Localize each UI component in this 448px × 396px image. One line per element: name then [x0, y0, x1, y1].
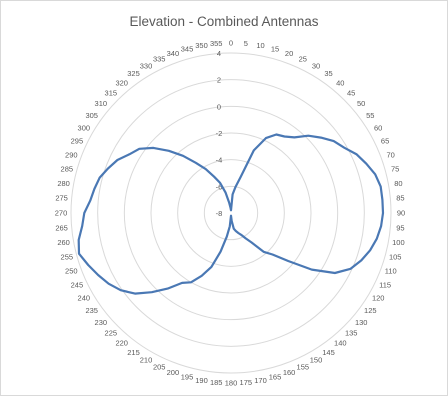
angle-tick-label: 80 [394, 179, 402, 188]
angle-tick-label: 125 [364, 306, 377, 315]
angle-tick-label: 70 [387, 150, 395, 159]
grid-ring [123, 105, 339, 321]
angle-tick-label: 330 [140, 61, 153, 70]
angle-tick-label: 120 [372, 294, 385, 303]
angle-tick-label: 290 [65, 150, 78, 159]
chart-title: Elevation - Combined Antennas [129, 14, 319, 29]
angle-tick-label: 255 [61, 253, 74, 262]
angle-tick-label: 210 [140, 356, 153, 365]
angle-tick-label: 260 [57, 238, 70, 247]
angle-tick-label: 110 [385, 267, 397, 276]
angle-tick-label: 340 [167, 49, 180, 58]
angle-tick-label: 95 [396, 223, 404, 232]
radial-tick-label: 4 [217, 49, 221, 58]
angle-tick-label: 160 [283, 368, 296, 377]
grid-rings [70, 52, 392, 374]
radial-tick-label: -4 [216, 156, 223, 165]
angle-tick-label: 50 [357, 99, 365, 108]
grid-ring [177, 159, 285, 267]
angle-tick-label: 60 [374, 124, 382, 133]
angle-labels: 0 5 10 15 2025303540455055606570758085909510… [55, 39, 405, 388]
angle-tick-label: 130 [355, 318, 368, 327]
angle-tick-label: 235 [85, 306, 98, 315]
radial-tick-label: 2 [217, 76, 221, 85]
grid-ring [203, 185, 259, 241]
angle-tick-label: 335 [153, 54, 166, 63]
angle-tick-label: 185 [210, 378, 223, 387]
angle-tick-label: 250 [65, 267, 78, 276]
angle-tick-label: 345 [181, 44, 194, 53]
angle-tick-label: 230 [95, 318, 108, 327]
angle-tick-label: 225 [105, 329, 118, 338]
radial-tick-label: -6 [216, 182, 223, 191]
angle-tick-label: 165 [269, 373, 282, 382]
angle-tick-label: 30 [312, 61, 320, 70]
angle-tick-label: 170 [254, 376, 267, 385]
angle-tick-label: 315 [105, 88, 118, 97]
angle-tick-label: 275 [55, 194, 68, 203]
angle-tick-label: 320 [115, 78, 128, 87]
angle-tick-label: 55 [366, 111, 374, 120]
angle-tick-label: 240 [78, 294, 91, 303]
angle-tick-label: 180 [225, 379, 238, 388]
angle-tick-label: 105 [389, 253, 402, 262]
angle-tick-label: 200 [167, 368, 180, 377]
angle-tick-label: 350 [195, 41, 208, 50]
angle-tick-label: 220 [115, 339, 128, 348]
angle-tick-label: 285 [61, 165, 74, 174]
angle-tick-label: 85 [396, 194, 404, 203]
grid-ring [97, 79, 365, 347]
angle-tick-label: 40 [336, 78, 344, 87]
angle-tick-label: 15 [271, 44, 279, 53]
angle-tick-label: 305 [85, 111, 98, 120]
angle-tick-label: 355 [210, 39, 223, 48]
angle-tick-label: 150 [310, 356, 323, 365]
angle-tick-label: 90 [397, 209, 405, 218]
angle-tick-label: 100 [392, 238, 405, 247]
angle-tick-label: 35 [324, 69, 332, 78]
radial-tick-label: -8 [216, 209, 223, 218]
radial-labels: -8 -6 -4 -2 0 2 4 [216, 49, 223, 218]
angle-tick-label: 325 [127, 69, 140, 78]
angle-tick-label: 300 [78, 124, 91, 133]
angle-tick-label: 245 [71, 280, 84, 289]
angle-tick-label: 25 [299, 54, 307, 63]
angle-tick-label: 145 [322, 348, 335, 357]
angle-tick-label: 310 [95, 99, 108, 108]
angle-tick-label: 65 [381, 137, 389, 146]
angle-tick-label: 140 [334, 339, 347, 348]
angle-tick-label: 155 [297, 363, 310, 372]
angle-tick-label: 5 [244, 39, 248, 48]
angle-tick-label: 190 [195, 376, 208, 385]
series-layer [77, 133, 385, 295]
angle-tick-label: 215 [127, 348, 140, 357]
series-line [77, 133, 385, 295]
angle-tick-label: 205 [153, 363, 166, 372]
grid-ring [70, 52, 392, 374]
angle-tick-label: 270 [55, 209, 68, 218]
angle-tick-label: 280 [57, 179, 70, 188]
angle-tick-label: 75 [391, 165, 399, 174]
angle-tick-label: 135 [345, 329, 358, 338]
angle-tick-label: 0 [229, 39, 233, 48]
angle-tick-label: 20 [285, 49, 293, 58]
angle-tick-label: 295 [71, 137, 84, 146]
radial-tick-label: 0 [217, 102, 221, 111]
radial-tick-label: -2 [216, 129, 223, 138]
angle-tick-label: 265 [55, 223, 68, 232]
angle-tick-label: 45 [347, 88, 355, 97]
angle-tick-label: 115 [379, 280, 391, 289]
angle-tick-label: 175 [240, 378, 253, 387]
angle-tick-label: 195 [181, 373, 194, 382]
angle-tick-label: 10 [256, 41, 264, 50]
grid-ring [150, 132, 312, 294]
